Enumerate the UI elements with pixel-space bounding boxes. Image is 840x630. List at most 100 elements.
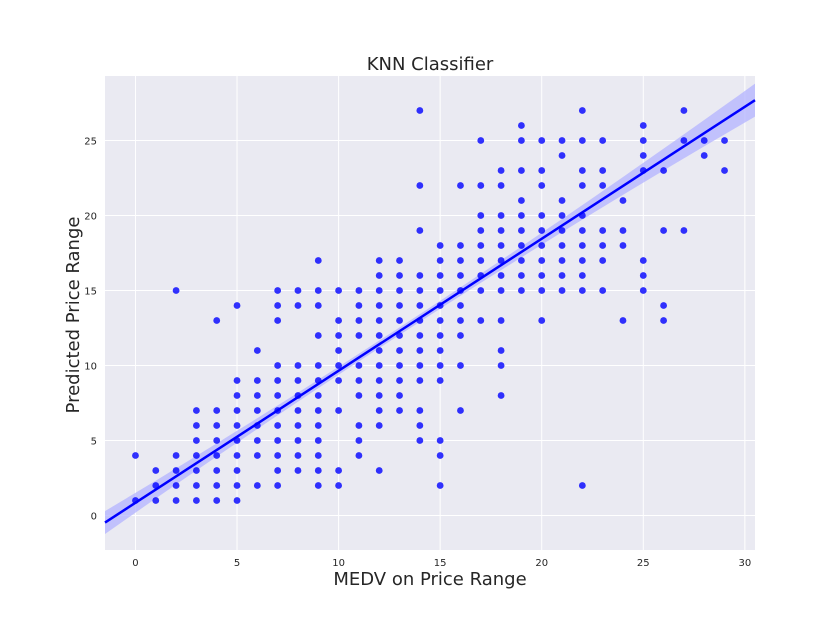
data-point — [355, 362, 363, 369]
regression-line-group — [104, 99, 756, 524]
data-point — [416, 272, 424, 279]
data-point — [335, 287, 342, 294]
x-tick-label: 0 — [132, 558, 138, 569]
data-point — [294, 377, 302, 384]
data-point — [375, 467, 383, 474]
data-points — [132, 107, 728, 504]
y-axis-label: Predicted Price Range — [63, 217, 84, 414]
data-point — [274, 422, 282, 429]
data-point — [477, 257, 485, 264]
data-point — [335, 347, 342, 354]
data-point — [132, 452, 139, 459]
data-point — [335, 467, 342, 474]
data-point — [599, 257, 607, 264]
data-point — [578, 242, 586, 249]
data-point — [375, 362, 383, 369]
data-point — [335, 332, 342, 339]
data-point — [274, 287, 282, 294]
data-point — [274, 362, 282, 369]
data-point — [538, 137, 546, 144]
data-point — [396, 392, 403, 399]
regression-line — [104, 99, 756, 524]
data-point — [436, 452, 444, 459]
data-point — [375, 392, 383, 399]
data-point — [416, 182, 424, 189]
data-point — [172, 452, 180, 459]
data-point — [477, 227, 485, 234]
data-point — [558, 212, 566, 219]
data-point — [457, 272, 464, 279]
data-point — [213, 437, 221, 444]
data-point — [538, 182, 546, 189]
data-point — [599, 137, 607, 144]
data-point — [375, 317, 383, 324]
data-point — [193, 482, 200, 489]
data-point — [274, 482, 282, 489]
confidence-band-area — [105, 83, 755, 535]
data-point — [375, 332, 383, 339]
data-point — [497, 272, 505, 279]
data-point — [558, 152, 566, 159]
data-point — [497, 317, 505, 324]
data-point — [680, 107, 688, 114]
data-point — [599, 227, 607, 234]
data-point — [253, 482, 261, 489]
x-tick-label: 20 — [535, 558, 548, 569]
data-point — [152, 467, 160, 474]
data-point — [213, 422, 221, 429]
data-point — [335, 482, 342, 489]
data-point — [294, 302, 302, 309]
data-point — [558, 197, 566, 204]
data-point — [253, 347, 261, 354]
data-point — [416, 437, 424, 444]
data-point — [639, 287, 647, 294]
data-point — [538, 272, 546, 279]
data-point — [416, 332, 424, 339]
data-point — [558, 137, 566, 144]
data-point — [314, 437, 322, 444]
data-point — [518, 227, 525, 234]
data-point — [639, 122, 647, 129]
data-point — [578, 182, 586, 189]
data-point — [578, 287, 586, 294]
data-point — [193, 422, 200, 429]
data-point — [639, 272, 647, 279]
data-point — [477, 212, 485, 219]
data-point — [558, 287, 566, 294]
data-point — [396, 317, 403, 324]
data-point — [355, 392, 363, 399]
data-point — [314, 467, 322, 474]
data-point — [436, 287, 444, 294]
data-point — [457, 257, 464, 264]
data-point — [497, 242, 505, 249]
data-point — [213, 482, 221, 489]
y-tick-label: 25 — [84, 137, 97, 148]
data-point — [619, 317, 627, 324]
data-point — [436, 272, 444, 279]
data-point — [253, 377, 261, 384]
data-point — [233, 482, 241, 489]
data-point — [457, 242, 464, 249]
chart-title: KNN Classifier — [367, 54, 494, 75]
data-point — [518, 272, 525, 279]
data-point — [172, 467, 180, 474]
data-point — [660, 227, 667, 234]
data-point — [639, 137, 647, 144]
data-point — [416, 107, 424, 114]
data-point — [335, 407, 342, 414]
data-point — [477, 287, 485, 294]
data-point — [477, 317, 485, 324]
data-point — [518, 137, 525, 144]
data-point — [416, 287, 424, 294]
data-point — [355, 287, 363, 294]
data-point — [314, 407, 322, 414]
data-point — [497, 212, 505, 219]
data-point — [436, 317, 444, 324]
data-point — [538, 212, 546, 219]
data-point — [294, 362, 302, 369]
data-point — [335, 377, 342, 384]
data-point — [660, 302, 667, 309]
data-point — [518, 287, 525, 294]
data-point — [396, 377, 403, 384]
data-point — [274, 467, 282, 474]
